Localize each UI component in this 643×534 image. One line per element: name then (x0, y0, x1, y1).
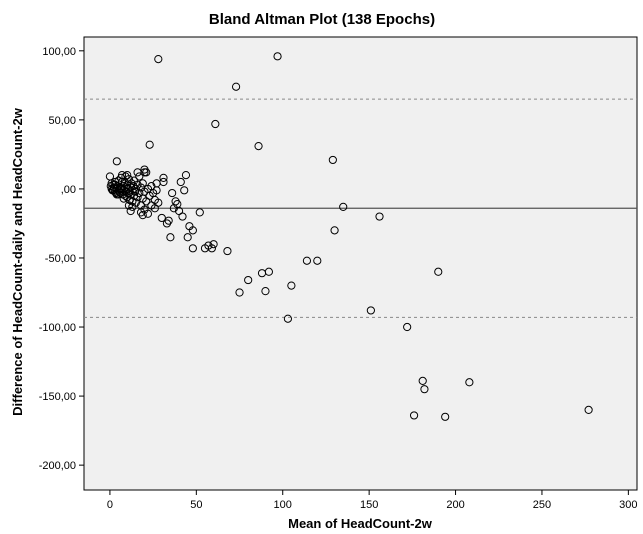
plot-area (83, 36, 638, 491)
data-point (287, 281, 296, 290)
data-point (128, 202, 137, 211)
data-point (133, 193, 142, 202)
x-tick-label: 50 (190, 499, 202, 511)
data-point (434, 267, 443, 276)
data-point (176, 177, 185, 187)
data-point (375, 212, 384, 221)
data-point (119, 194, 128, 203)
data-point (409, 411, 419, 420)
y-tick-label: 100,00 (42, 46, 76, 58)
data-point (264, 267, 274, 276)
data-point (339, 202, 348, 211)
data-point (121, 172, 130, 181)
data-point (188, 226, 197, 235)
data-point (302, 256, 312, 265)
data-point (465, 378, 474, 387)
x-tick-label: 300 (619, 499, 637, 511)
data-point (283, 314, 293, 323)
data-point (138, 179, 147, 188)
data-point (313, 256, 322, 265)
data-point (273, 52, 282, 61)
data-point (180, 186, 189, 195)
data-points (105, 52, 593, 421)
data-point (138, 211, 147, 220)
data-point (168, 188, 177, 198)
data-point (584, 405, 593, 414)
data-point (235, 288, 244, 297)
data-point (111, 180, 120, 189)
y-tick-label: -200,00 (39, 460, 76, 472)
data-point (178, 212, 187, 221)
data-point (159, 177, 168, 187)
data-point (183, 233, 192, 242)
y-tick-label: -150,00 (39, 391, 76, 403)
data-point (420, 385, 429, 394)
data-point (152, 186, 161, 195)
data-point (112, 157, 121, 166)
x-tick-label: 0 (107, 499, 113, 511)
data-point (403, 322, 412, 332)
data-point (231, 82, 241, 91)
data-point (418, 376, 427, 385)
data-point (154, 198, 163, 207)
data-point (254, 142, 263, 151)
data-point (140, 165, 149, 174)
data-point (126, 206, 135, 216)
y-axis-label: Difference of HeadCount-daily and HeadCo… (10, 107, 25, 416)
x-axis-label: Mean of HeadCount-2w (288, 516, 433, 531)
x-tick-label: 150 (360, 499, 378, 511)
x-axis-ticks: 0 50 100 150 200 250 300 (107, 490, 638, 511)
data-point (154, 54, 163, 64)
data-point (135, 172, 144, 181)
data-point (209, 240, 218, 249)
data-point (366, 306, 375, 315)
data-point (123, 171, 132, 180)
data-point (211, 119, 220, 129)
data-point (133, 168, 142, 177)
y-tick-label: ,00 (61, 184, 76, 196)
x-tick-label: 200 (446, 499, 464, 511)
data-point (188, 244, 197, 253)
data-point (166, 233, 175, 242)
chart-title: Bland Altman Plot (138 Epochs) (209, 11, 435, 28)
data-point (157, 213, 166, 223)
data-point (261, 287, 270, 296)
data-point (114, 190, 123, 199)
data-point (328, 155, 337, 165)
data-point (441, 412, 450, 421)
y-tick-label: -50,00 (45, 253, 76, 265)
data-point (164, 216, 173, 225)
data-point (244, 275, 253, 285)
data-point (145, 140, 154, 149)
x-tick-label: 100 (274, 499, 292, 511)
data-point (223, 246, 232, 256)
data-point (124, 201, 134, 210)
data-point (195, 208, 204, 217)
data-point (207, 244, 216, 253)
data-point (107, 179, 116, 188)
data-point (129, 182, 138, 191)
x-tick-label: 250 (533, 499, 551, 511)
y-tick-label: 50,00 (48, 115, 76, 127)
data-point (330, 226, 339, 235)
data-point (181, 171, 191, 180)
data-point (159, 173, 168, 182)
y-axis-ticks: 100,00 50,00 ,00 -50,00 -100,00 -150,00 -200,0… (39, 46, 84, 472)
y-tick-label: -100,00 (39, 322, 76, 334)
